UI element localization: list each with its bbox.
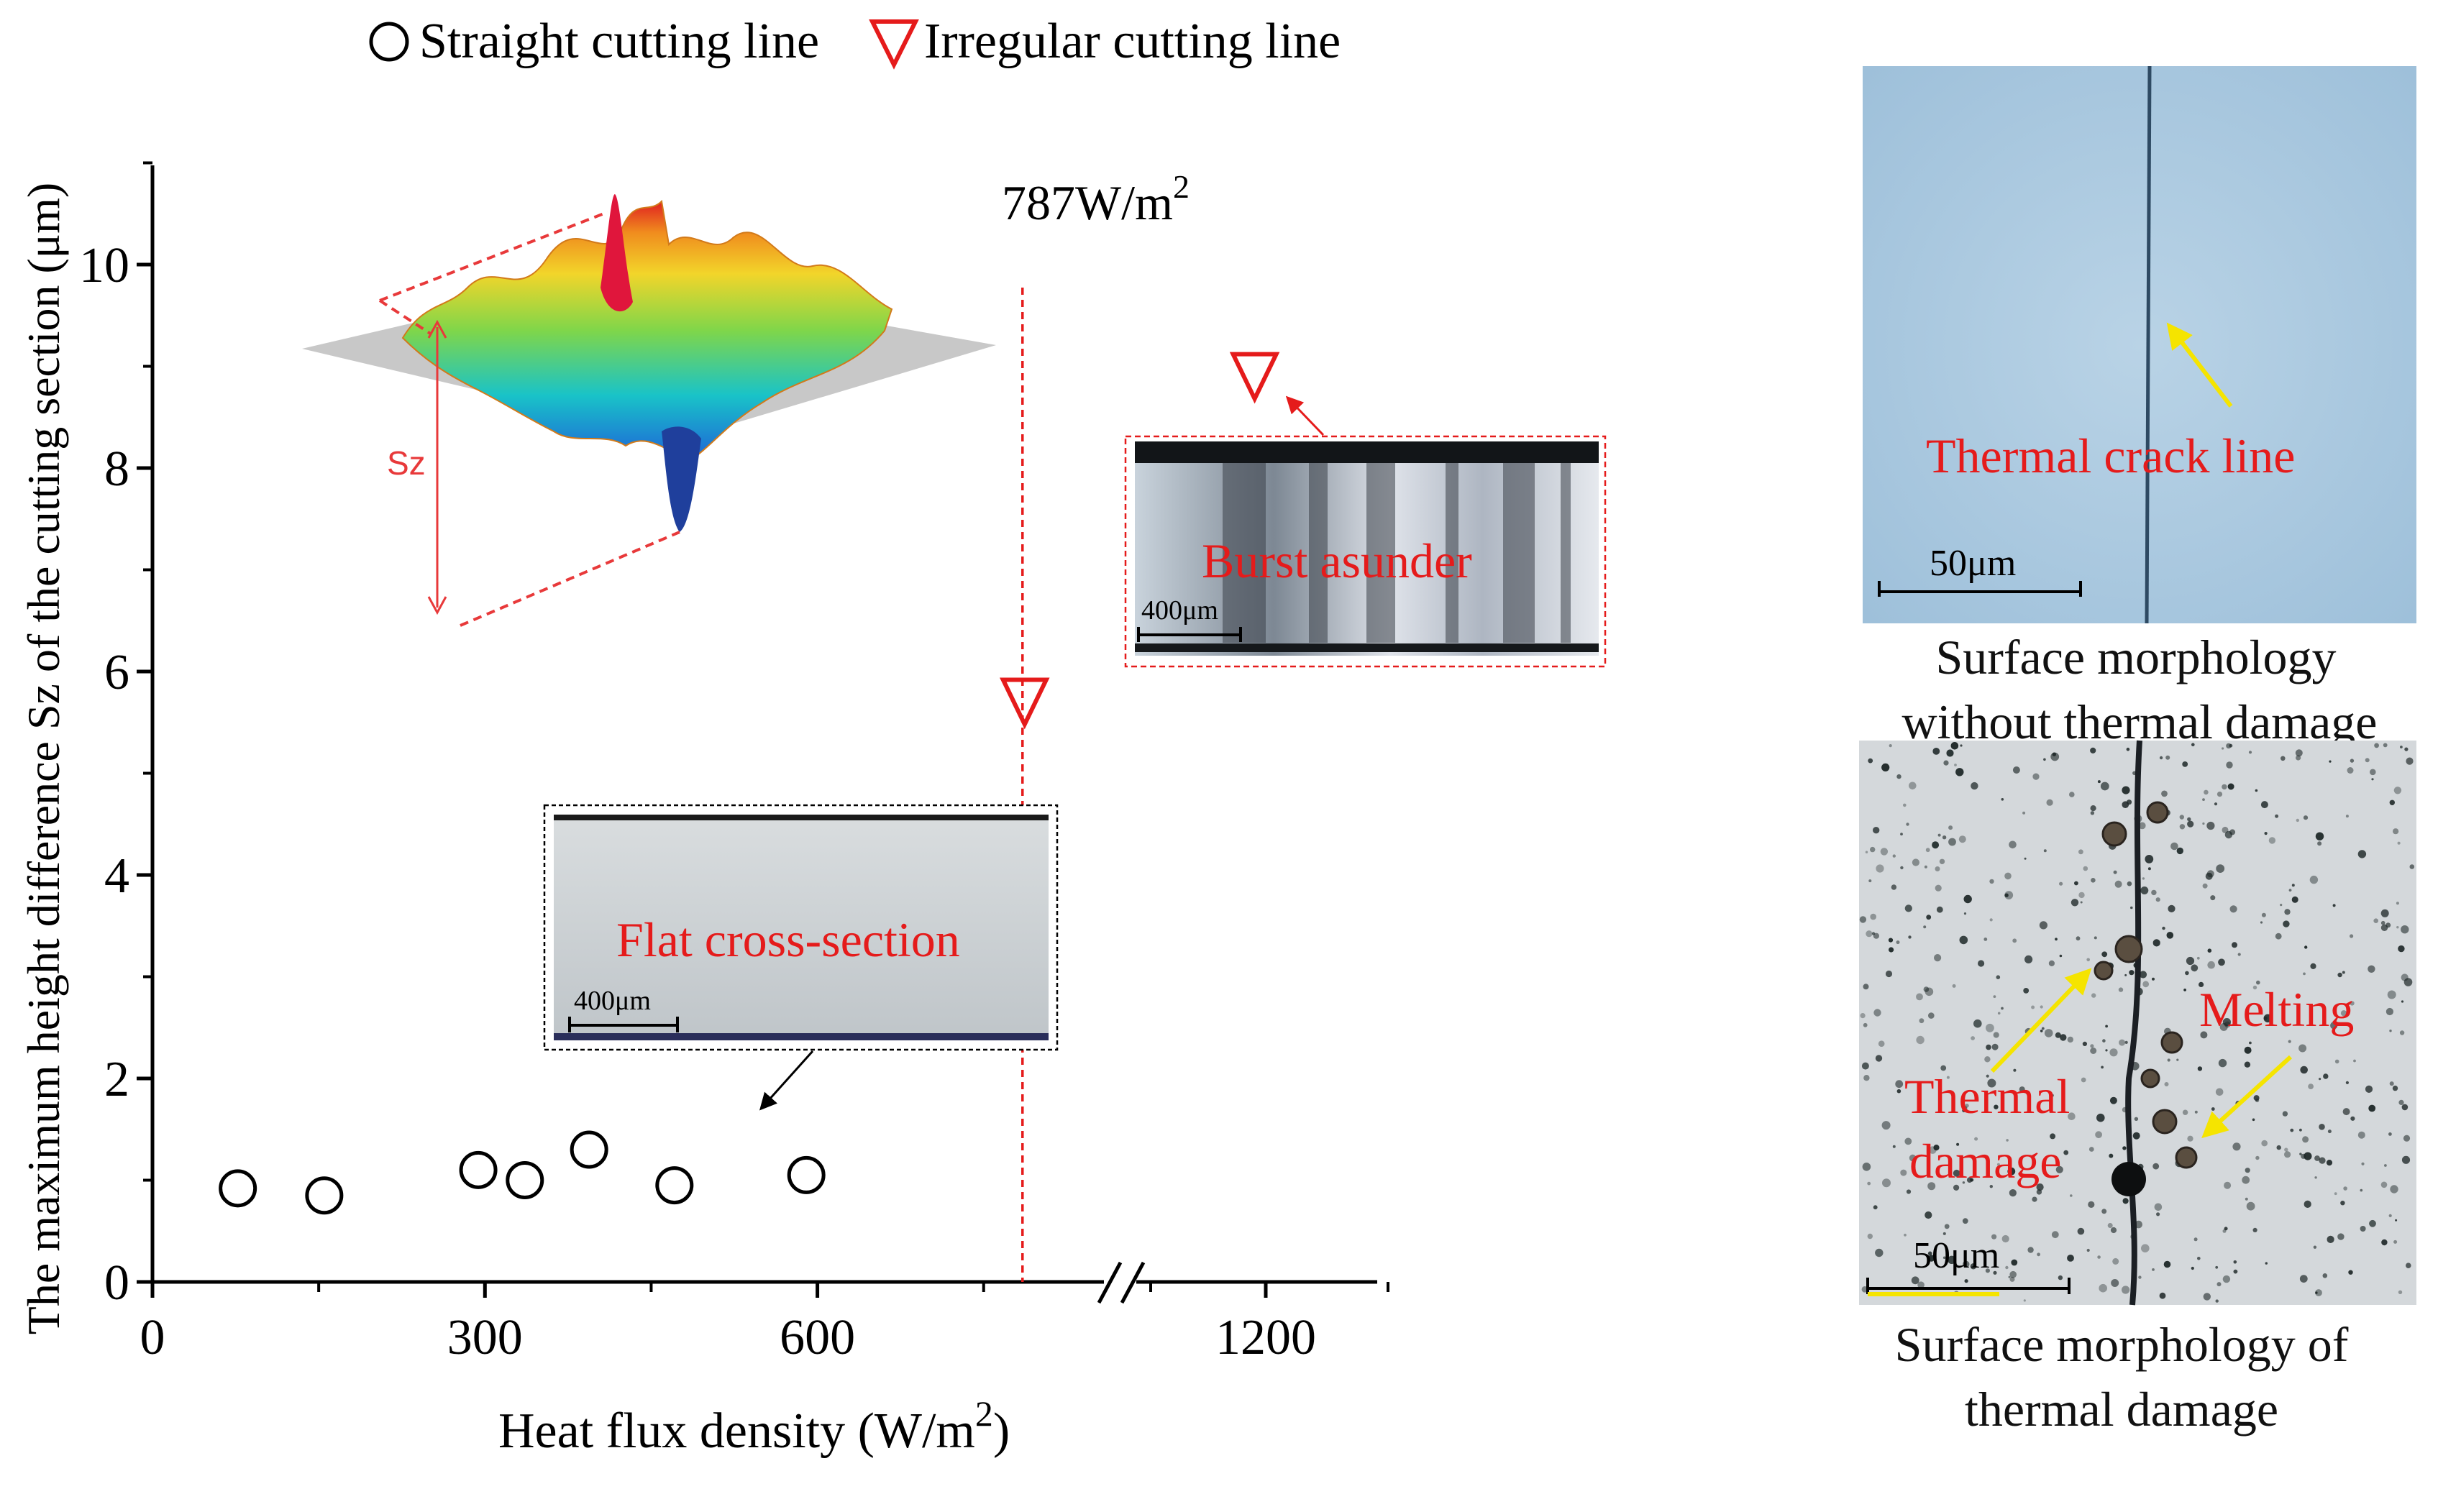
- melting-arrow: [2201, 1055, 2293, 1139]
- straight-point-5: [570, 1130, 608, 1169]
- surface-relief: [401, 199, 893, 462]
- legend-irregular-label: Irregular cutting line: [924, 14, 1341, 69]
- straight-point-1: [219, 1169, 257, 1208]
- surface-valley: [662, 426, 701, 532]
- photo-top-scale-label: 50μm: [1930, 543, 2016, 584]
- burst-scale-bar: [1137, 627, 1242, 642]
- flat-inset-image: [554, 815, 1049, 1040]
- legend-circle-marker: [369, 22, 409, 62]
- thermal-crack-label: Thermal crack line: [1926, 429, 2296, 483]
- x-tick-label-1200: 1200: [1215, 1310, 1316, 1365]
- axis-break-mark: [1097, 1261, 1146, 1304]
- flat-scale-label: 400μm: [574, 986, 651, 1016]
- x-tick-label-0: 0: [140, 1310, 165, 1365]
- burst-arrow: [1285, 395, 1325, 436]
- damage-crack-line: [2125, 740, 2142, 1306]
- burst-streaks: [1223, 463, 1571, 643]
- thermal-crack-arrow: [2166, 322, 2233, 408]
- y-axis-title: The maximum height difference Sz of the …: [18, 183, 69, 1334]
- flat-scale-bar: [568, 1017, 679, 1032]
- x-tick-label-600: 600: [780, 1310, 855, 1365]
- x-axis-title: Heat flux density (W/m2): [498, 1393, 1010, 1459]
- y-minor-ticks: [143, 161, 152, 1182]
- x-ticks: 0 300 600 1200: [140, 1282, 1316, 1365]
- threshold-label: 787W/m2: [1002, 168, 1190, 230]
- legend: Straight cutting line Irregular cutting …: [369, 14, 1341, 70]
- sz-bracket: [378, 211, 680, 627]
- flat-label: Flat cross-section: [616, 912, 960, 967]
- photo-bottom-caption-line1: Surface morphology of: [1895, 1317, 2349, 1372]
- photo-damage-speckles: [1859, 742, 2415, 1303]
- series-markers: [219, 352, 1280, 1215]
- photo-bottom-scale-bar: [1866, 1278, 2071, 1296]
- damage-label-line2: damage: [1909, 1134, 2061, 1188]
- y-tick-label-2: 2: [104, 1052, 129, 1107]
- sz-dimension-line: [427, 319, 447, 615]
- damage-arrow: [1990, 968, 2092, 1073]
- photo-no-damage-image: [1863, 66, 2416, 623]
- photo-thermal-damage: Melting Thermal damage 50μm Surface morp…: [1859, 740, 2416, 1437]
- y-ticks: 0 2 4 6 8 10: [79, 238, 152, 1311]
- flat-inset: Flat cross-section 400μm: [543, 804, 1059, 1111]
- photo-top-scale-bar: [1878, 581, 2082, 597]
- sz-label: Sz: [387, 444, 426, 482]
- y-tick-label-10: 10: [79, 238, 129, 293]
- legend-triangle-marker: [869, 19, 919, 70]
- thermal-crack-line: [2145, 65, 2152, 624]
- sz-surface-inset: Sz: [302, 194, 996, 627]
- legend-straight-label: Straight cutting line: [419, 14, 819, 69]
- y-tick-label-6: 6: [104, 645, 129, 700]
- straight-point-2: [305, 1176, 344, 1215]
- y-tick-label-8: 8: [104, 441, 129, 497]
- photo-bottom-caption-line2: thermal damage: [1965, 1382, 2278, 1437]
- x-tick-label-300: 300: [447, 1310, 523, 1365]
- melting-pits: [2094, 801, 2198, 1169]
- melting-label: Melting: [2199, 982, 2354, 1037]
- damage-large-pit: [2111, 1162, 2146, 1196]
- y-tick-label-4: 4: [104, 848, 129, 904]
- x-minor-ticks: [317, 1282, 1389, 1292]
- straight-point-3: [459, 1150, 498, 1189]
- photo-top-caption-line1: Surface morphology: [1935, 630, 2336, 684]
- burst-inset: Burst asunder 400μm: [1124, 395, 1607, 668]
- irregular-point-2: [1229, 352, 1280, 404]
- flat-arrow: [759, 1050, 814, 1111]
- photo-no-damage: Thermal crack line 50μm Surface morpholo…: [1863, 65, 2416, 749]
- irregular-point-1: [999, 677, 1050, 730]
- straight-point-6: [655, 1166, 694, 1205]
- photo-top-caption-line2: without thermal damage: [1902, 695, 2378, 749]
- burst-label: Burst asunder: [1202, 533, 1472, 588]
- damage-label-line1: Thermal: [1904, 1069, 2070, 1124]
- photo-bottom-scale-label: 50μm: [1913, 1235, 1999, 1276]
- straight-point-7: [787, 1155, 826, 1194]
- burst-scale-label: 400μm: [1141, 595, 1218, 626]
- y-tick-label-0: 0: [104, 1255, 129, 1311]
- plot-axes: 0 300 600 1200 0 2 4 6 8 10: [79, 161, 1389, 1365]
- straight-point-4: [506, 1161, 544, 1199]
- surface-peak: [601, 194, 633, 312]
